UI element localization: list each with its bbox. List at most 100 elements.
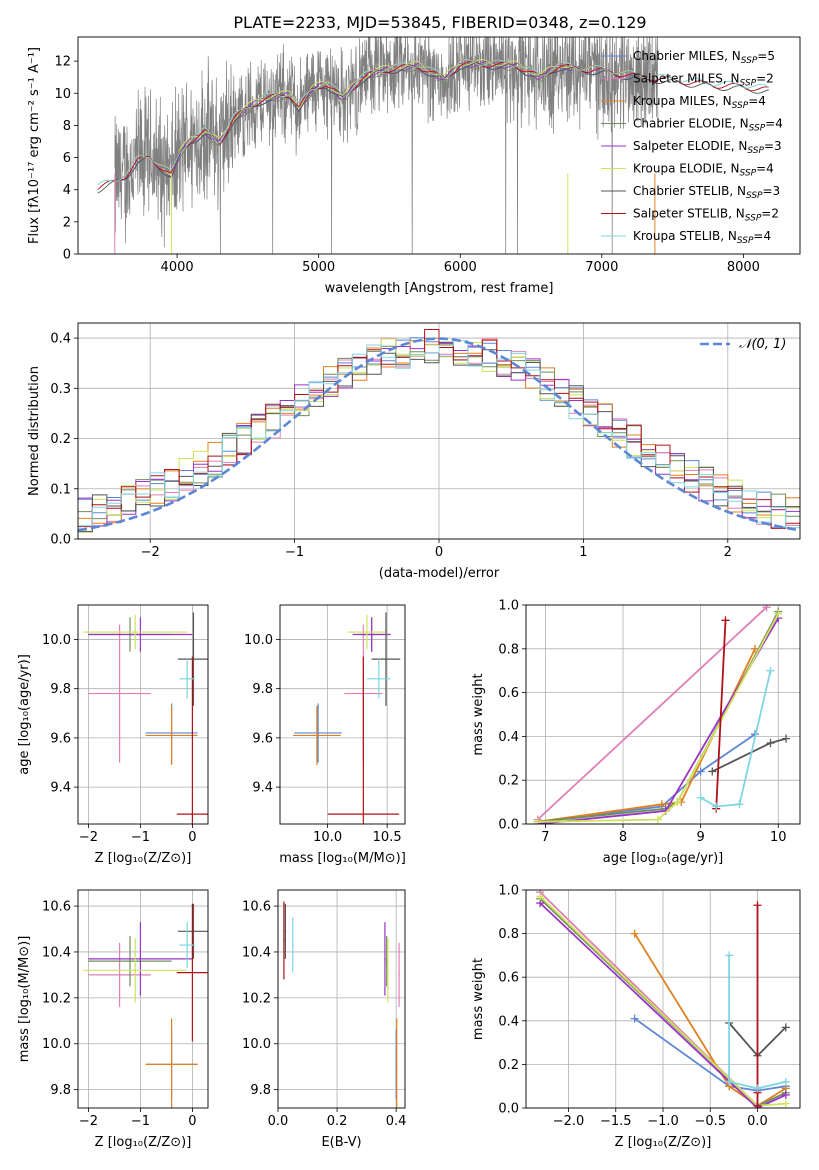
x-tick-label: 0.0 [747, 1114, 768, 1129]
errorbar-point [385, 960, 388, 962]
model-line-9 [97, 59, 770, 186]
y-tick-label: 10.0 [42, 1037, 71, 1052]
x-tick-label: 4000 [161, 260, 194, 275]
panel-spectrum: 4000 5000 6000 7000 8000 0 2 4 6 8 10 12 wavelength … [27, 36, 801, 296]
x-tick-label: 5000 [302, 260, 335, 275]
x-axis-label: (data-model)/error [379, 566, 500, 581]
x-tick-label: 1 [579, 545, 587, 560]
legend-label-text: Chabrier ELODIE, N [633, 117, 749, 131]
errorbar-point [398, 974, 400, 976]
legend-label-text: Salpeter ELODIE, N [633, 139, 747, 153]
plot-area [83, 612, 208, 824]
legend-label-tail: =4 [765, 117, 783, 131]
legend-label-text: Kroupa MILES, N [633, 94, 732, 108]
plot-area [533, 605, 791, 824]
weight-marker [696, 793, 705, 802]
weight-marker [781, 1077, 790, 1086]
y-tick-label: 9.8 [50, 682, 71, 697]
y-tick-label: 10 [54, 87, 71, 102]
y-tick-label: 0.6 [498, 686, 519, 701]
weight-marker [630, 929, 639, 938]
weight-marker [774, 609, 783, 618]
x-tick-label: 10.0 [313, 830, 342, 845]
y-tick-label: 0 [63, 248, 71, 263]
weight-marker [766, 666, 775, 675]
weight-line-salpeter-miles [536, 606, 768, 821]
x-tick-label: 0 [188, 830, 196, 845]
legend-label-text: Kroupa STELIB, N [633, 229, 737, 243]
x-tick-label: 0.0 [268, 1114, 289, 1129]
plot-area [283, 901, 400, 1108]
weight-marker [696, 767, 705, 776]
errorbar-point [134, 969, 136, 972]
weight-marker [657, 800, 666, 809]
x-axis-label: Z [log₁₀(Z/Z⊙)] [95, 1135, 192, 1150]
x-tick-label: 10 [770, 830, 787, 845]
legend-label: 𝒩(0, 1) [739, 337, 786, 352]
y-tick-label: 10.0 [42, 633, 71, 648]
legend-label-tail: =4 [756, 162, 774, 176]
y-tick-label: 0.2 [498, 1058, 519, 1073]
errorbar-point [186, 944, 188, 946]
errorbar-point [129, 960, 131, 962]
axes-frame [525, 889, 801, 1109]
weight-marker [766, 738, 775, 747]
weight-marker [781, 1099, 790, 1108]
legend-label-subscript: SSP [732, 101, 749, 111]
legend-label: Salpeter MILES, NSSP=2 [633, 72, 774, 89]
errorbar-point [387, 969, 389, 972]
axes-frame [77, 322, 801, 540]
panel-weight_vs_age: 7 8 9 10 0.0 0.2 0.4 0.6 0.8 1.0 age [log₁₀(age/yr… [471, 599, 801, 866]
legend-label-subscript: SSP [745, 214, 762, 224]
weight-line-kroupa-miles [633, 933, 787, 1107]
legend-label-text: Salpeter MILES, N [633, 72, 740, 86]
x-tick-label: −1 [285, 545, 304, 560]
legend-label-subscript: SSP [737, 236, 754, 246]
x-tick-label: −1.0 [647, 1114, 679, 1129]
legend-label-text: Kroupa ELODIE, N [633, 162, 740, 176]
errorbar-point [192, 658, 195, 660]
y-tick-label: 10.6 [42, 900, 71, 915]
plot-area [293, 612, 401, 824]
y-axis-label: age [log₁₀(age/yr)] [17, 654, 32, 775]
x-tick-label: −1 [131, 1114, 150, 1129]
y-axis-label: mass [log₁₀(M/M⊙)] [17, 936, 32, 1063]
weight-marker [753, 901, 762, 910]
y-tick-label: 10.0 [244, 633, 273, 648]
panel-age_vs_mass: 10.0 10.5 9.4 9.6 9.8 10.0 mass [log₁₀(M/M⊙)] [244, 604, 406, 866]
weight-marker [753, 1101, 762, 1108]
errorbar-point [284, 930, 287, 933]
axes-frame [77, 889, 209, 1109]
y-tick-label: 12 [54, 55, 71, 70]
y-tick-label: 0.1 [50, 482, 71, 497]
y-tick-label: 0.0 [498, 818, 519, 833]
x-tick-label: 6000 [444, 260, 477, 275]
x-tick-label: −2 [141, 545, 160, 560]
weight-line-salpeter-stelib [715, 620, 727, 809]
weight-marker [673, 798, 682, 807]
y-tick-label: 10.4 [42, 945, 71, 960]
errorbar-point [384, 958, 386, 960]
y-tick-label: 9.8 [252, 682, 273, 697]
y-tick-label: 0.2 [50, 432, 71, 447]
legend-label-subscript: SSP [747, 146, 764, 156]
errorbar-point [118, 974, 121, 976]
y-tick-label: 9.4 [252, 781, 273, 796]
legend-label-subscript: SSP [746, 191, 763, 201]
x-tick-label: 9 [697, 830, 705, 845]
model-line-7 [97, 62, 770, 194]
panel-residuals: −2 −1 0 1 2 0.0 0.1 0.2 0.3 0.4 (data-model)/error… [27, 322, 801, 581]
weight-line-salpeter-elodie [539, 902, 787, 1108]
weight-marker [725, 1077, 734, 1086]
weight-marker [735, 800, 744, 809]
y-tick-label: 0.6 [498, 971, 519, 986]
errorbar-point [139, 958, 142, 960]
legend-label-subscript: SSP [749, 124, 766, 134]
errorbar-point [170, 1063, 173, 1066]
normal-curve [78, 337, 798, 532]
legend-label: Chabrier ELODIE, NSSP=4 [633, 117, 783, 134]
axes-frame [77, 36, 801, 255]
y-tick-label: 8 [63, 119, 71, 134]
panel-mass_vs_EBV: 0.0 0.2 0.4 9.8 10.0 10.2 10.4 10.6 E(B-V) [242, 889, 406, 1150]
axes-frame [77, 604, 209, 825]
